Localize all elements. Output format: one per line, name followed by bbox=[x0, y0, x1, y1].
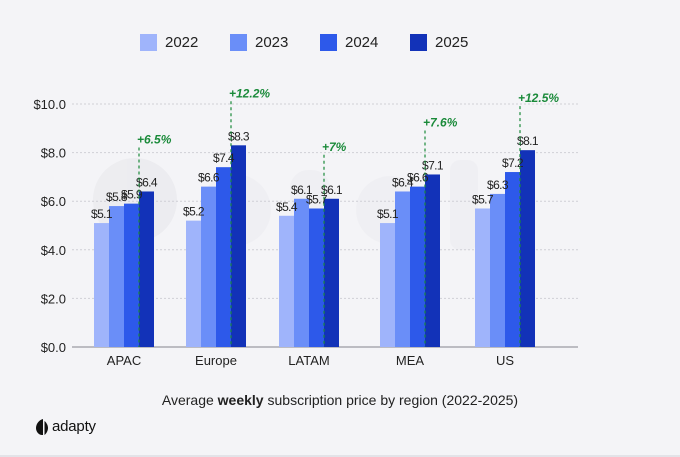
data-label: $5.1 bbox=[377, 207, 399, 221]
data-label: $7.1 bbox=[422, 158, 444, 172]
data-label: $6.3 bbox=[487, 178, 509, 192]
legend-label-2022: 2022 bbox=[165, 34, 199, 51]
data-label: $7.2 bbox=[502, 156, 524, 170]
bar-mea-2025 bbox=[425, 174, 440, 347]
bar-europe-2023 bbox=[201, 186, 216, 347]
chart-title-bold: weekly bbox=[217, 392, 264, 408]
adapty-logo-icon bbox=[36, 418, 48, 435]
x-tick-label: Europe bbox=[195, 353, 237, 368]
legend-label-2023: 2023 bbox=[255, 34, 289, 51]
bar-europe-2025 bbox=[231, 145, 246, 347]
legend-item-2023: 2023 bbox=[230, 34, 320, 51]
y-tick-label: $6.0 bbox=[41, 194, 66, 209]
y-tick-label: $0.0 bbox=[41, 340, 66, 355]
divider bbox=[0, 455, 680, 457]
data-label: $7.4 bbox=[213, 151, 235, 165]
legend-label-2025: 2025 bbox=[435, 34, 469, 51]
bar-us-2022 bbox=[475, 208, 490, 347]
annotation-label: +7% bbox=[322, 140, 347, 154]
bar-latam-2024 bbox=[309, 208, 324, 347]
chart-title-post: subscription price by region (2022-2025) bbox=[263, 392, 519, 408]
bar-apac-2025 bbox=[139, 191, 154, 347]
legend-label-2024: 2024 bbox=[345, 34, 379, 51]
legend-swatch-2022 bbox=[140, 34, 157, 51]
chart-title: Average weekly subscription price by reg… bbox=[0, 392, 680, 408]
legend-swatch-2023 bbox=[230, 34, 247, 51]
legend-item-2022: 2022 bbox=[140, 34, 230, 51]
bar-latam-2025 bbox=[324, 198, 339, 347]
y-tick-label: $10.0 bbox=[33, 97, 66, 112]
data-label: $6.4 bbox=[136, 175, 158, 189]
bar-apac-2022 bbox=[94, 223, 109, 347]
legend-swatch-2024 bbox=[320, 34, 337, 51]
bar-us-2024 bbox=[505, 172, 520, 347]
bar-mea-2023 bbox=[395, 191, 410, 347]
data-label: $6.1 bbox=[291, 183, 313, 197]
data-label: $6.4 bbox=[392, 175, 414, 189]
annotation-label: +7.6% bbox=[423, 115, 458, 129]
brand-name: adapty bbox=[52, 418, 96, 435]
annotation-label: +6.5% bbox=[137, 132, 172, 146]
bar-mea-2022 bbox=[380, 223, 395, 347]
data-label: $5.4 bbox=[276, 200, 298, 214]
bar-europe-2024 bbox=[216, 167, 231, 347]
data-label: $5.2 bbox=[183, 205, 205, 219]
x-tick-label: MEA bbox=[396, 353, 425, 368]
data-label: $8.1 bbox=[517, 134, 539, 148]
bar-latam-2023 bbox=[294, 198, 309, 347]
bar-apac-2023 bbox=[109, 206, 124, 347]
x-tick-label: US bbox=[496, 353, 514, 368]
legend-swatch-2025 bbox=[410, 34, 427, 51]
data-label: $6.1 bbox=[321, 183, 343, 197]
data-label: $5.7 bbox=[306, 192, 328, 206]
annotation-label: +12.5% bbox=[518, 91, 559, 105]
annotation-label: +12.2% bbox=[229, 86, 270, 100]
bar-apac-2024 bbox=[124, 203, 139, 347]
data-label: $8.3 bbox=[228, 129, 250, 143]
x-tick-label: LATAM bbox=[288, 353, 329, 368]
bar-mea-2024 bbox=[410, 186, 425, 347]
data-label: $5.7 bbox=[472, 192, 494, 206]
y-tick-label: $4.0 bbox=[41, 243, 66, 258]
chart-title-pre: Average bbox=[161, 392, 218, 408]
data-label: $6.6 bbox=[198, 171, 220, 185]
bar-us-2025 bbox=[520, 150, 535, 347]
data-label: $5.1 bbox=[91, 207, 113, 221]
bar-europe-2022 bbox=[186, 220, 201, 347]
legend: 2022 2023 2024 2025 bbox=[140, 34, 500, 51]
data-label: $6.6 bbox=[407, 171, 429, 185]
data-label: $5.8 bbox=[106, 190, 128, 204]
legend-item-2025: 2025 bbox=[410, 34, 500, 51]
legend-item-2024: 2024 bbox=[320, 34, 410, 51]
bar-us-2023 bbox=[490, 193, 505, 347]
x-tick-label: APAC bbox=[107, 353, 141, 368]
bar-latam-2022 bbox=[279, 215, 294, 347]
brand-logo: adapty bbox=[36, 418, 96, 435]
y-tick-label: $2.0 bbox=[41, 291, 66, 306]
y-tick-label: $8.0 bbox=[41, 146, 66, 161]
data-label: $5.9 bbox=[121, 188, 143, 202]
